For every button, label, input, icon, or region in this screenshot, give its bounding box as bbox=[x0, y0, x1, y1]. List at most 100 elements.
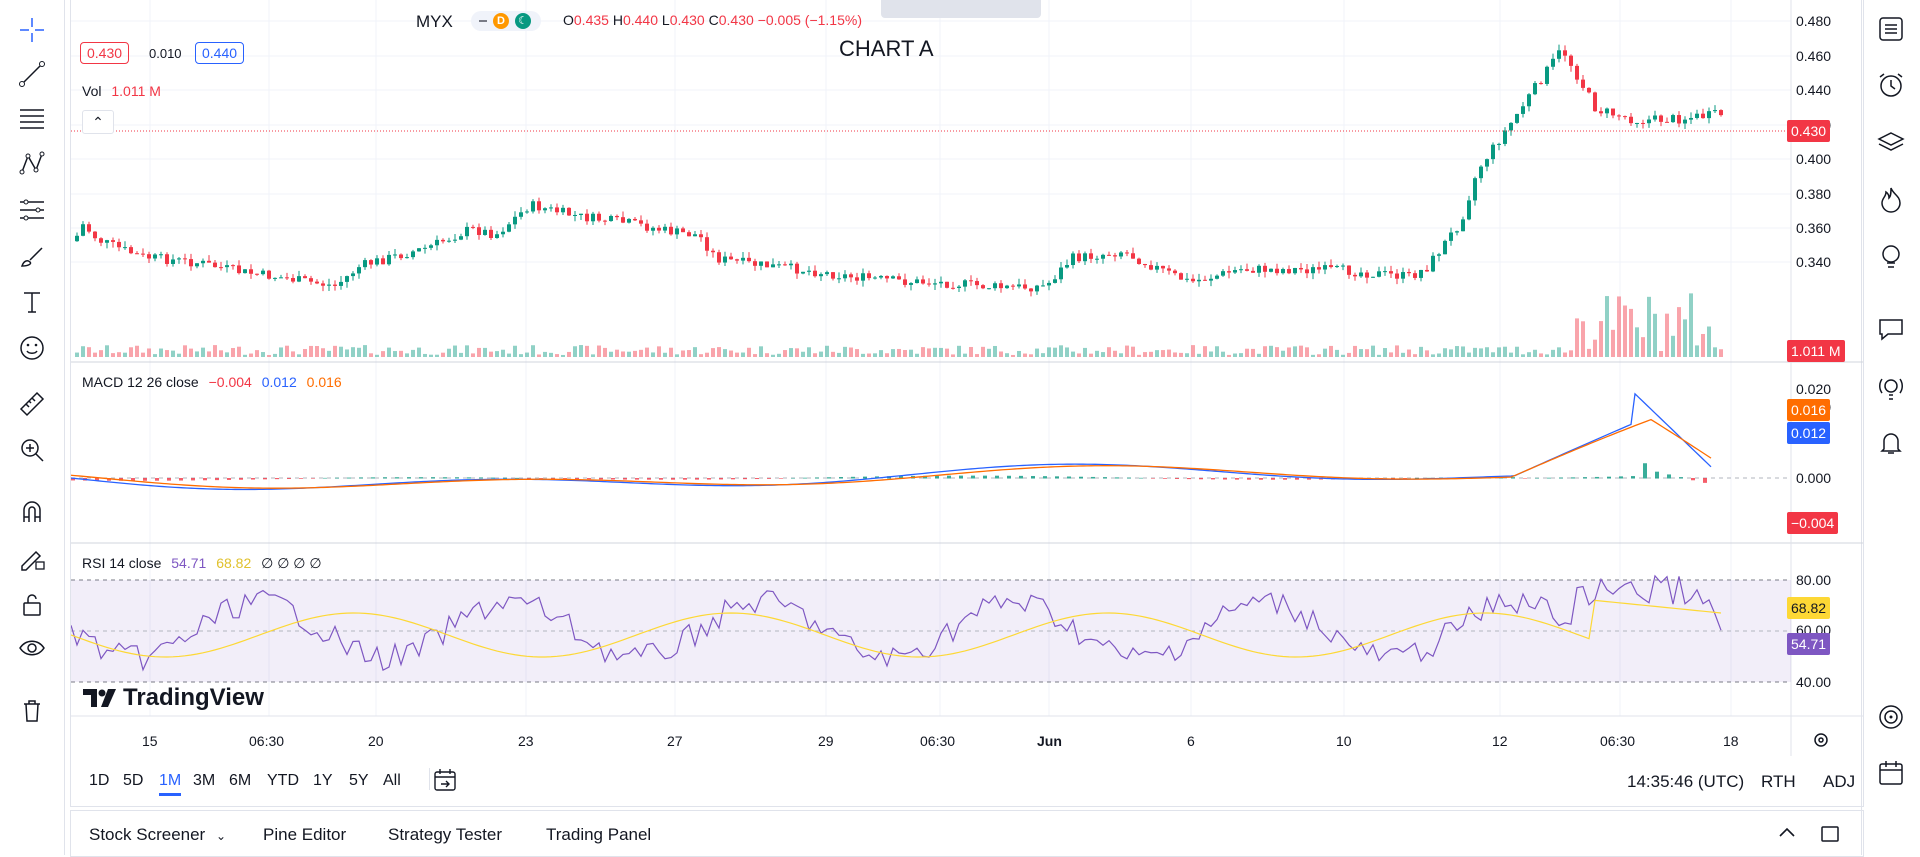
calendar-icon[interactable] bbox=[1872, 754, 1910, 792]
candle bbox=[633, 218, 637, 221]
emoji-icon[interactable] bbox=[14, 330, 50, 366]
macd-histogram-bar bbox=[551, 478, 555, 479]
settings-icon[interactable] bbox=[1812, 731, 1830, 754]
symbol-legend[interactable]: MYX bbox=[416, 12, 453, 32]
eye-icon[interactable] bbox=[14, 630, 50, 666]
lock-draw-icon[interactable] bbox=[14, 540, 50, 576]
layers-icon[interactable] bbox=[1872, 124, 1910, 162]
candle bbox=[249, 269, 253, 274]
volume-bar bbox=[1167, 349, 1171, 357]
candle bbox=[1029, 288, 1033, 292]
tab-strategy-tester[interactable]: Strategy Tester bbox=[388, 825, 503, 844]
candle bbox=[261, 270, 265, 275]
candle bbox=[105, 240, 109, 243]
delay-badge: D bbox=[493, 13, 509, 29]
tab-trading-panel[interactable]: Trading Panel bbox=[546, 825, 652, 844]
volume-bar bbox=[231, 348, 235, 357]
candle bbox=[1551, 58, 1555, 67]
lock-icon[interactable] bbox=[14, 586, 50, 622]
ideas-icon[interactable] bbox=[1872, 238, 1910, 276]
forecast-icon[interactable] bbox=[14, 192, 50, 228]
timeframe-1y[interactable]: 1Y bbox=[313, 772, 333, 789]
macd-histogram-bar bbox=[935, 475, 939, 479]
volume-bar bbox=[87, 347, 91, 357]
session-toggle[interactable]: RTH bbox=[1761, 772, 1796, 791]
macd-histogram-bar bbox=[1055, 476, 1059, 479]
tab-pine-editor[interactable]: Pine Editor bbox=[263, 825, 347, 844]
magnet-icon[interactable] bbox=[14, 494, 50, 530]
alarm-icon[interactable] bbox=[1872, 66, 1910, 104]
macd-histogram-bar bbox=[251, 478, 255, 480]
pattern-icon[interactable] bbox=[14, 146, 50, 182]
macd-legend[interactable]: MACD 12 26 close −0.004 0.012 0.016 bbox=[82, 374, 342, 390]
candle bbox=[693, 234, 697, 237]
candle bbox=[141, 253, 145, 255]
status-badges[interactable]: D ☾ bbox=[471, 11, 541, 31]
candle bbox=[1077, 253, 1081, 262]
timeframe-6m[interactable]: 6M bbox=[229, 772, 252, 789]
chart-area[interactable]: MYX D ☾ O0.435 H0.440 L0.430 C0.430 −0.0… bbox=[70, 0, 1864, 807]
watchlist-icon[interactable] bbox=[1872, 10, 1910, 48]
volume-bar bbox=[927, 348, 931, 357]
timeframe-all[interactable]: All bbox=[383, 772, 401, 789]
trend-line-icon[interactable] bbox=[14, 56, 50, 92]
tab-stock-screener[interactable]: Stock Screener ⌄ bbox=[89, 825, 226, 845]
notifications-icon[interactable] bbox=[1872, 424, 1910, 462]
hotlist-icon[interactable] bbox=[1872, 180, 1910, 218]
macd-line-value: 0.012 bbox=[261, 374, 297, 390]
macd-histogram-bar bbox=[923, 475, 927, 479]
volume-bar bbox=[687, 350, 691, 357]
calendar-range-icon[interactable] bbox=[433, 768, 459, 797]
macd-histogram-bar bbox=[683, 478, 687, 480]
chart-canvas[interactable] bbox=[71, 0, 1863, 756]
macd-histogram-bar bbox=[1415, 477, 1419, 479]
candle bbox=[543, 208, 547, 211]
trash-icon[interactable] bbox=[14, 692, 50, 728]
adjust-toggle[interactable]: ADJ bbox=[1823, 772, 1856, 791]
timeframe-1d[interactable]: 1D bbox=[89, 772, 110, 789]
timeframe-1m[interactable]: 1M bbox=[159, 772, 182, 796]
volume-bar bbox=[681, 350, 685, 357]
candle bbox=[1701, 113, 1705, 119]
volume-bar bbox=[1437, 353, 1441, 357]
candle bbox=[243, 269, 247, 274]
volume-bar bbox=[903, 349, 907, 357]
clock[interactable]: 14:35:46 (UTC) bbox=[1627, 772, 1745, 791]
timeframe-5d[interactable]: 5D bbox=[123, 772, 144, 789]
crosshair-icon[interactable] bbox=[14, 12, 50, 48]
candle bbox=[1341, 265, 1345, 267]
text-icon[interactable] bbox=[14, 284, 50, 320]
volume-bar bbox=[459, 352, 463, 357]
maximize-icon[interactable] bbox=[1819, 823, 1841, 850]
candle bbox=[579, 213, 583, 215]
candle bbox=[831, 272, 835, 279]
candle bbox=[1581, 79, 1585, 88]
signal-icon[interactable] bbox=[1872, 370, 1910, 408]
brush-icon[interactable] bbox=[14, 238, 50, 274]
collapse-legend-button[interactable]: ⌃ bbox=[82, 110, 114, 134]
symbol-name[interactable]: MYX bbox=[416, 12, 453, 31]
volume-bar bbox=[759, 346, 763, 357]
macd-histogram-bar bbox=[1643, 463, 1647, 479]
volume-bar bbox=[693, 347, 697, 357]
candle bbox=[1089, 253, 1093, 259]
candle bbox=[1509, 122, 1513, 131]
target-icon[interactable] bbox=[1872, 698, 1910, 736]
timeframe-3m[interactable]: 3M bbox=[193, 772, 216, 789]
rsi-legend[interactable]: RSI 14 close 54.71 68.82 ∅ ∅ ∅ ∅ bbox=[82, 555, 322, 572]
ruler-icon[interactable] bbox=[14, 386, 50, 422]
ask-box[interactable]: 0.440 bbox=[195, 42, 245, 64]
volume-legend[interactable]: Vol 1.011 M bbox=[82, 83, 161, 99]
timeframe-ytd[interactable]: YTD bbox=[267, 772, 299, 789]
volume-bar bbox=[555, 354, 559, 357]
bid-box[interactable]: 0.430 bbox=[80, 42, 130, 64]
timeframe-5y[interactable]: 5Y bbox=[349, 772, 369, 789]
candle bbox=[297, 276, 301, 282]
fib-icon[interactable] bbox=[14, 100, 50, 136]
chevron-up-icon[interactable] bbox=[1777, 823, 1797, 848]
zoom-icon[interactable] bbox=[14, 432, 50, 468]
top-handle[interactable] bbox=[881, 0, 1041, 18]
chat-icon[interactable] bbox=[1872, 310, 1910, 348]
volume-bar bbox=[363, 345, 367, 357]
candle bbox=[1335, 265, 1339, 268]
